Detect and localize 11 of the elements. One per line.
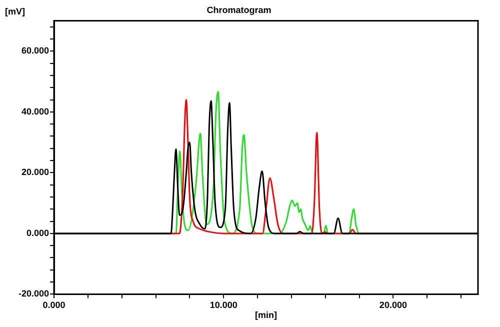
chart-title: Chromatogram (206, 4, 272, 15)
y-axis-title: [mV] (5, 6, 25, 16)
x-tick-label: 20.000 (379, 300, 407, 310)
y-tick-label: 60.000 (21, 46, 49, 56)
y-tick-label: -20.000 (18, 288, 49, 299)
x-tick-label: 0.000 (42, 300, 66, 310)
y-tick-label: 20.000 (21, 167, 49, 178)
x-tick-label: 10.000 (210, 300, 238, 310)
x-axis-title: [min] (255, 310, 277, 320)
y-tick-label: 40.000 (21, 106, 49, 116)
y-tick-label: 0.000 (26, 228, 49, 238)
